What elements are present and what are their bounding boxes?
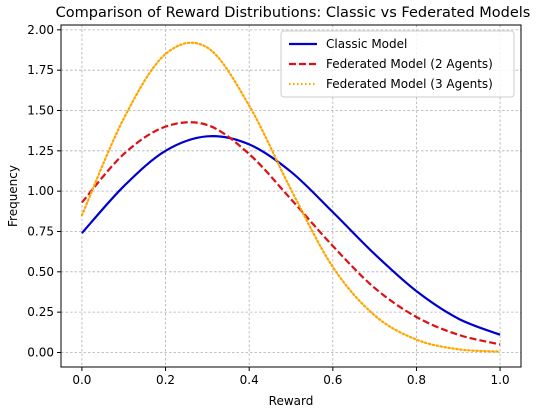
y-tick-label: 0.25 bbox=[27, 305, 54, 319]
y-tick-label: 1.25 bbox=[27, 144, 54, 158]
x-axis-label: Reward bbox=[269, 394, 314, 408]
y-tick-label: 1.75 bbox=[27, 63, 54, 77]
legend-label: Federated Model (3 Agents) bbox=[326, 77, 493, 91]
series-layer bbox=[80, 41, 502, 353]
y-tick-label: 0.00 bbox=[27, 345, 54, 359]
plot-frame bbox=[60, 24, 522, 368]
legend-box bbox=[280, 30, 515, 98]
x-tick-label: 1.0 bbox=[491, 373, 510, 387]
y-tick-label: 1.50 bbox=[27, 104, 54, 118]
x-tick-label: 0.2 bbox=[156, 373, 175, 387]
axis-ticks: 0.0 0.2 0.4 0.6 0.8 1.0 0.00 0.25 0.50 0.75 1.00 1.… bbox=[27, 23, 509, 387]
y-axis-label: Frequency bbox=[6, 165, 20, 227]
y-tick-label: 0.50 bbox=[27, 265, 54, 279]
legend: Classic Model Federated Model (2 Agents) F… bbox=[280, 30, 515, 98]
y-tick-label: 0.75 bbox=[27, 224, 54, 238]
x-tick-label: 0.4 bbox=[240, 373, 259, 387]
x-tick-label: 0.0 bbox=[72, 373, 91, 387]
y-tick-label: 1.00 bbox=[27, 184, 54, 198]
x-tick-label: 0.6 bbox=[323, 373, 342, 387]
y-tick-label: 2.00 bbox=[27, 23, 54, 37]
grid-lines bbox=[61, 25, 521, 367]
series-line-3 bbox=[80, 41, 502, 353]
legend-label: Classic Model bbox=[326, 37, 407, 51]
legend-label: Federated Model (2 Agents) bbox=[326, 57, 493, 71]
series-line-1 bbox=[81, 135, 501, 336]
chart-title: Comparison of Reward Distributions: Clas… bbox=[56, 5, 531, 21]
x-tick-label: 0.8 bbox=[407, 373, 426, 387]
series-line-2 bbox=[81, 121, 501, 346]
